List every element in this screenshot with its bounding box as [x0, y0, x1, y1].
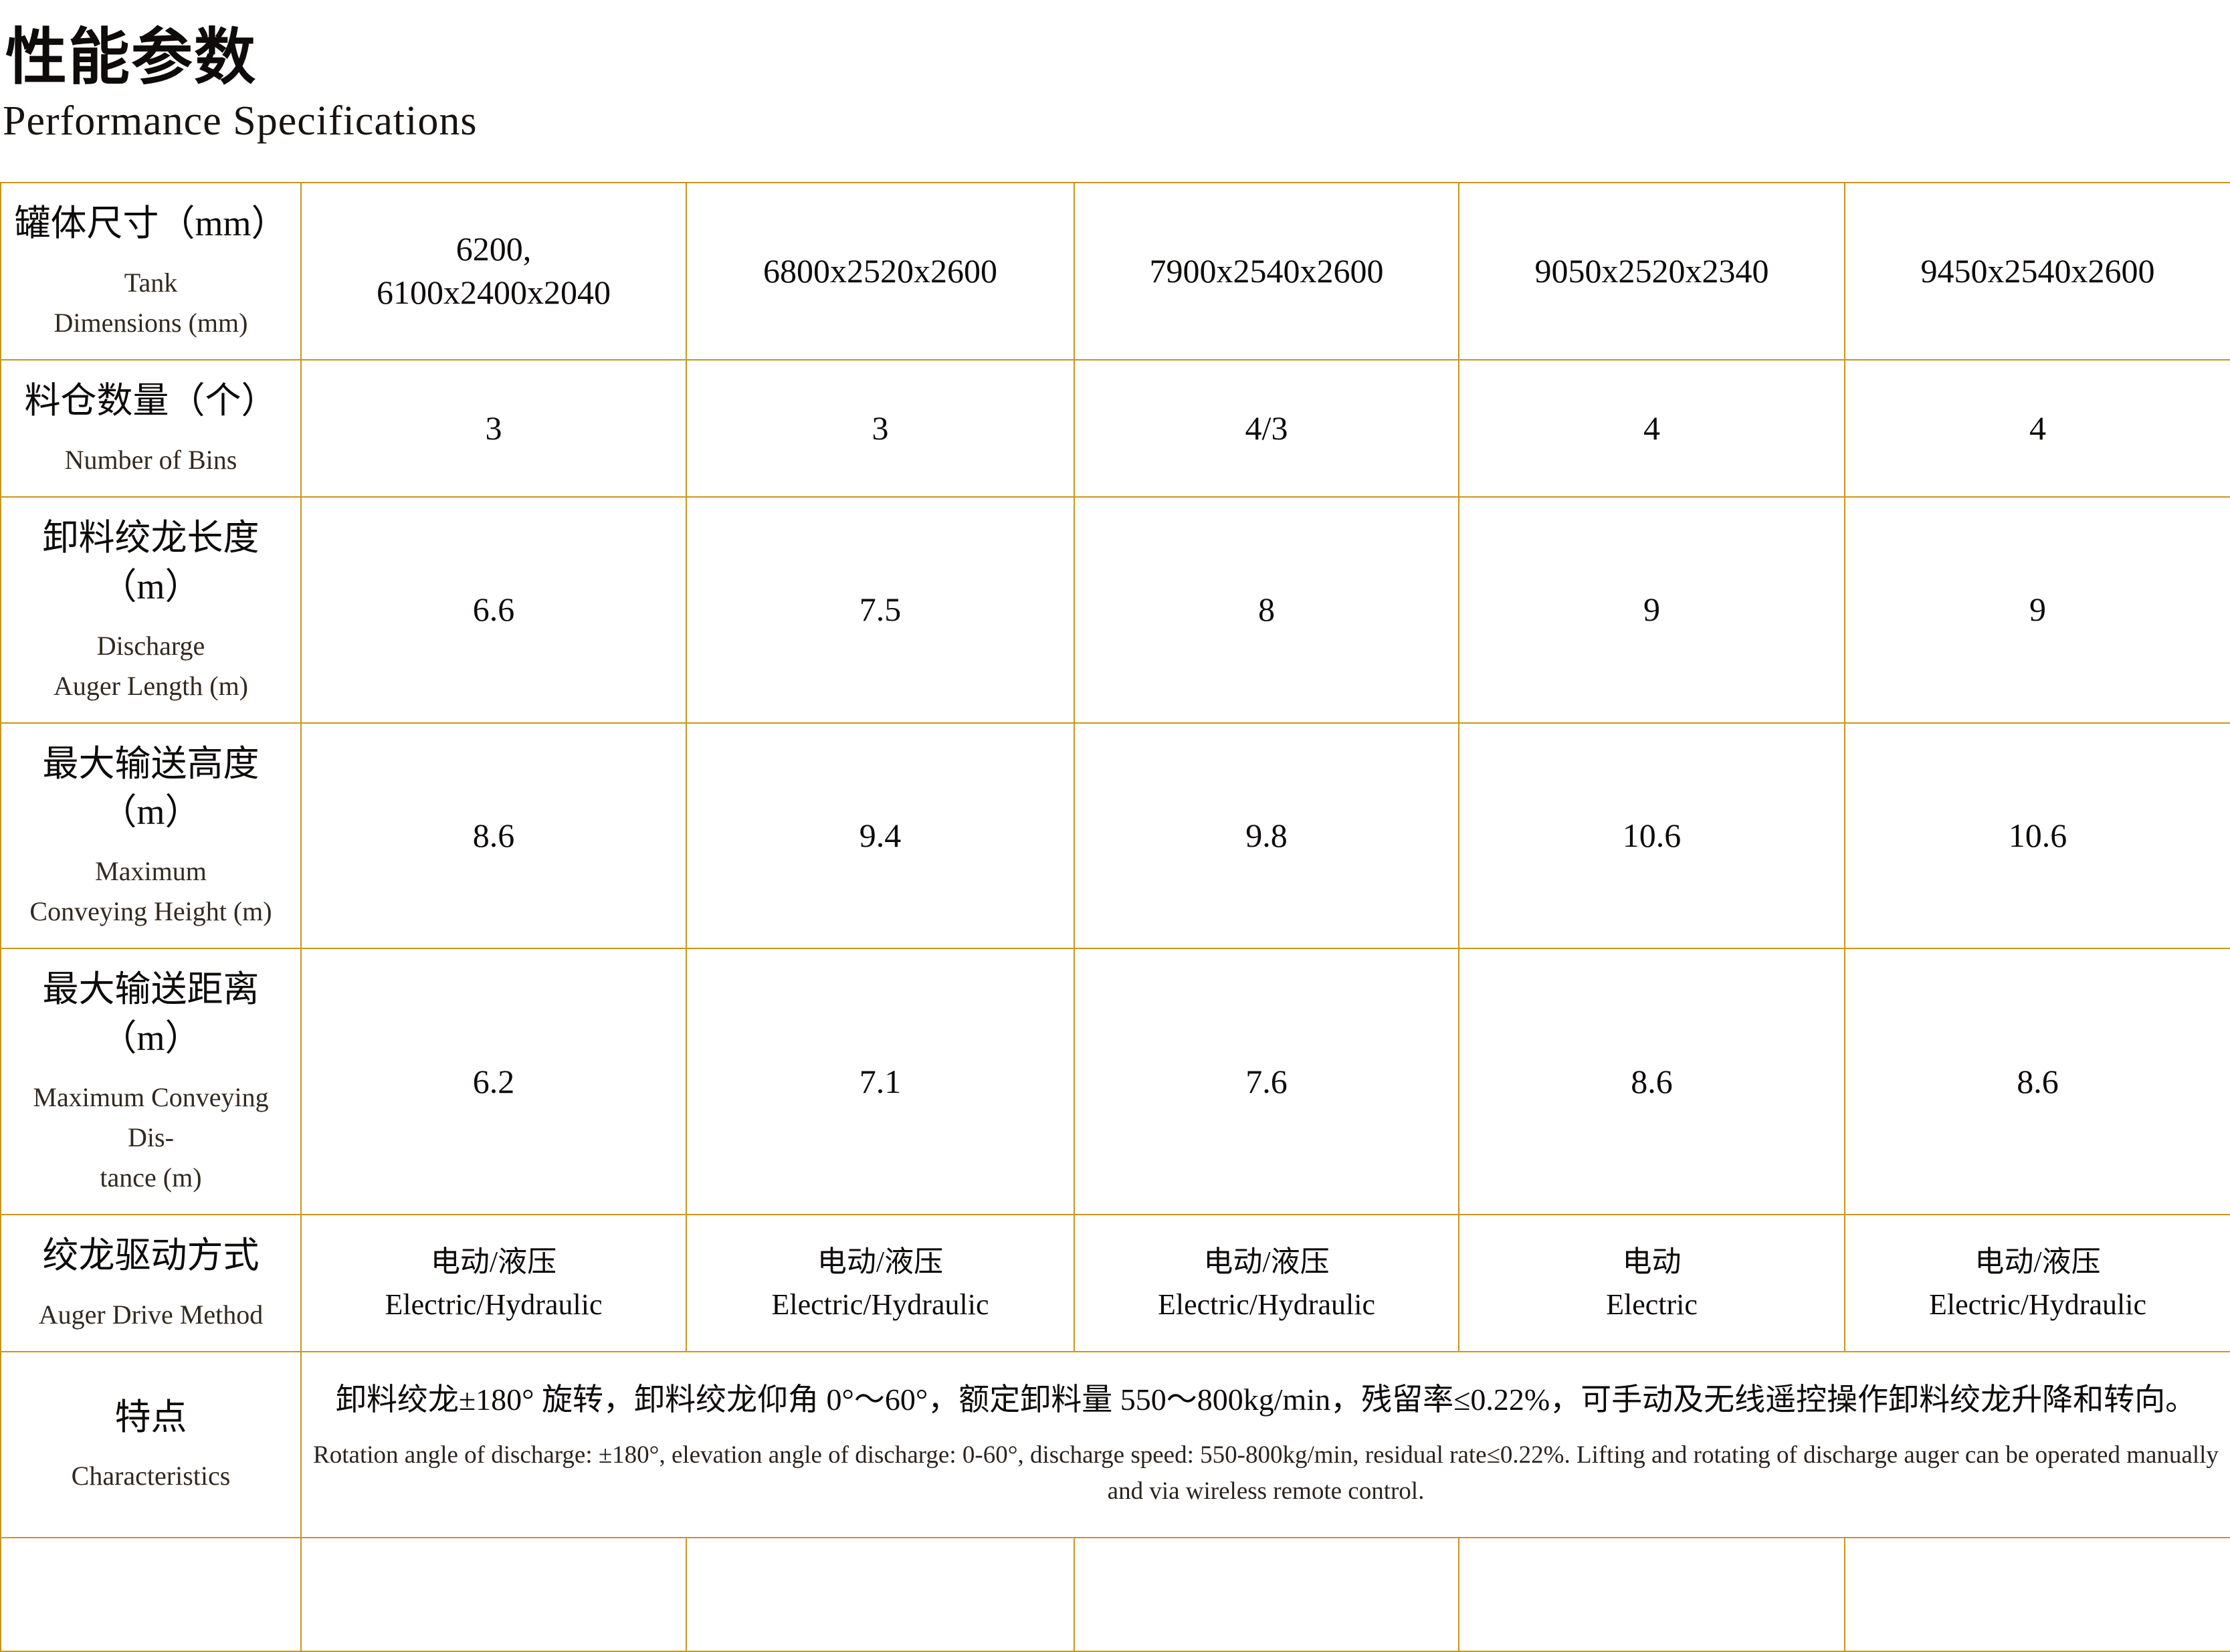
- table-cell: 10.6: [1844, 722, 2230, 950]
- table-row-number-of-bins: 料仓数量（个） Number of Bins 3 3 4/3 4 4: [0, 358, 2230, 498]
- row-label-chinese: 卸料绞龙长度（m）: [42, 517, 260, 607]
- table-row-cutoff: [0, 1537, 2230, 1652]
- table-cell: 电动/液压 Electric/Hydraulic: [686, 1214, 1075, 1353]
- row-label-chinese: 绞龙驱动方式: [42, 1235, 260, 1276]
- row-label-english: Auger Drive Method: [38, 1300, 264, 1330]
- table-row-characteristics: 特点 Characteristics 卸料绞龙±180° 旋转，卸料绞龙仰角 0…: [0, 1351, 2230, 1539]
- row-label-chinese: 最大输送高度（m）: [42, 743, 260, 833]
- table-cell: 7.1: [686, 948, 1075, 1216]
- table-cell: [300, 1537, 687, 1652]
- table-cell: 8.6: [1844, 948, 2230, 1216]
- table-cell: [1844, 1537, 2230, 1652]
- table-cell: 10.6: [1458, 722, 1845, 950]
- table-cell: [1074, 1537, 1459, 1652]
- table-cell: 电动/液压 Electric/Hydraulic: [1844, 1214, 2230, 1353]
- table-cell: 9.8: [1074, 722, 1459, 950]
- table-cell: 9: [1844, 496, 2230, 724]
- table-row-discharge-auger-length: 卸料绞龙长度（m） Discharge Auger Length (m) 6.6…: [0, 496, 2230, 724]
- table-row-max-conveying-distance: 最大输送距离（m） Maximum Conveying Dis- tance (…: [0, 948, 2230, 1216]
- table-cell: 3: [300, 358, 687, 498]
- table-cell: 7.6: [1074, 948, 1459, 1216]
- row-label-max-conveying-height: 最大输送高度（m） Maximum Conveying Height (m): [0, 722, 302, 950]
- table-cell: 4: [1458, 358, 1845, 498]
- row-label-auger-drive-method: 绞龙驱动方式 Auger Drive Method: [0, 1214, 302, 1353]
- row-label-english: Tank Dimensions (mm): [54, 267, 248, 338]
- table-cell: 6.6: [300, 496, 687, 724]
- row-label-number-of-bins: 料仓数量（个） Number of Bins: [0, 358, 302, 498]
- table-cell: 电动/液压 Electric/Hydraulic: [300, 1214, 687, 1353]
- page-title-chinese: 性能参数: [5, 23, 258, 92]
- row-label-chinese: 料仓数量（个）: [24, 380, 278, 421]
- row-label-english: Maximum Conveying Dis- tance (m): [33, 1082, 269, 1193]
- table-cell: 4: [1844, 358, 2230, 498]
- table-row-tank-dimensions: 罐体尺寸（mm） Tank Dimensions (mm) 6200, 6100…: [0, 182, 2230, 360]
- row-label-english: Number of Bins: [64, 444, 237, 475]
- row-label-tank-dimensions: 罐体尺寸（mm） Tank Dimensions (mm): [0, 182, 302, 360]
- characteristics-text-english: Rotation angle of discharge: ±180°, elev…: [313, 1441, 2219, 1505]
- table-cell: 9050x2520x2340: [1458, 182, 1845, 360]
- table-cell: 9: [1458, 496, 1845, 724]
- table-cell: 8.6: [1458, 948, 1845, 1216]
- row-label-english: Characteristics: [71, 1461, 231, 1491]
- row-label-chinese: 特点: [114, 1397, 187, 1437]
- table-cell: 7900x2540x2600: [1074, 182, 1459, 360]
- table-row-max-conveying-height: 最大输送高度（m） Maximum Conveying Height (m) 8…: [0, 722, 2230, 950]
- table-cell: 电动 Electric: [1458, 1214, 1845, 1353]
- table-cell: 6800x2520x2600: [686, 182, 1075, 360]
- table-cell: 8.6: [300, 722, 687, 950]
- table-cell: [686, 1537, 1075, 1652]
- row-label-characteristics: 特点 Characteristics: [0, 1351, 302, 1539]
- characteristics-cell: 卸料绞龙±180° 旋转，卸料绞龙仰角 0°～60°，额定卸料量 550～800…: [300, 1351, 2230, 1539]
- table-cell: [1458, 1537, 1845, 1652]
- row-label-english: Maximum Conveying Height (m): [29, 856, 272, 927]
- table-cell: 9450x2540x2600: [1844, 182, 2230, 360]
- table-cell: 6200, 6100x2400x2040: [300, 182, 687, 360]
- row-label-chinese: 最大输送距离（m）: [42, 969, 260, 1059]
- page-title-english: Performance Specifications: [3, 98, 478, 144]
- table-row-auger-drive-method: 绞龙驱动方式 Auger Drive Method 电动/液压 Electric…: [0, 1214, 2230, 1353]
- table-cell: 4/3: [1074, 358, 1459, 498]
- row-label-discharge-auger-length: 卸料绞龙长度（m） Discharge Auger Length (m): [0, 496, 302, 724]
- table-cell: 9.4: [686, 722, 1075, 950]
- row-label-english: Discharge Auger Length (m): [53, 630, 248, 701]
- table-cell: 电动/液压 Electric/Hydraulic: [1074, 1214, 1459, 1353]
- table-cell: [0, 1537, 302, 1652]
- row-label-chinese: 罐体尺寸（mm）: [14, 203, 288, 243]
- performance-spec-table: 罐体尺寸（mm） Tank Dimensions (mm) 6200, 6100…: [0, 182, 2230, 1652]
- row-label-max-conveying-distance: 最大输送距离（m） Maximum Conveying Dis- tance (…: [0, 948, 302, 1216]
- table-cell: 8: [1074, 496, 1459, 724]
- table-cell: 7.5: [686, 496, 1075, 724]
- table-cell: 3: [686, 358, 1075, 498]
- characteristics-text-chinese: 卸料绞龙±180° 旋转，卸料绞龙仰角 0°～60°，额定卸料量 550～800…: [335, 1382, 2197, 1417]
- table-cell: 6.2: [300, 948, 687, 1216]
